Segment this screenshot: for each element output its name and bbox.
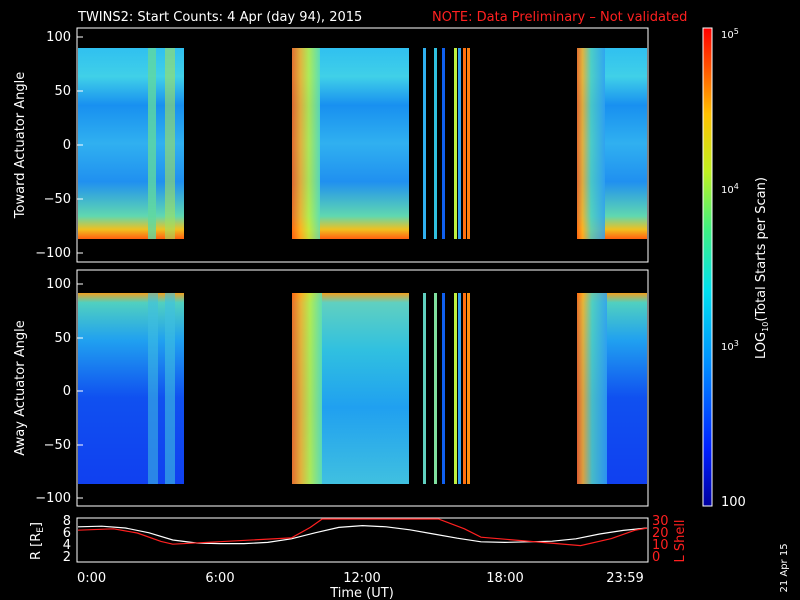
x-axis-label: Time (UT) bbox=[329, 586, 394, 600]
heatmap-band bbox=[292, 293, 322, 484]
bright-line bbox=[434, 293, 437, 484]
panel-toward-yticks: 100 50 0 −50 −100 bbox=[35, 30, 83, 261]
bright-line bbox=[423, 48, 426, 239]
heatmap-band bbox=[148, 48, 156, 239]
panel-toward: 100 50 0 −50 −100 Toward Actuator Angle bbox=[13, 27, 649, 263]
orbit-lines bbox=[77, 518, 648, 547]
panel-toward-data bbox=[78, 48, 647, 239]
heatmap-band bbox=[577, 48, 605, 239]
ytick-label: 0 bbox=[63, 384, 71, 399]
ytick-label: −50 bbox=[44, 438, 71, 453]
ylabel-lshell: L Shell bbox=[673, 519, 688, 562]
bright-line bbox=[442, 48, 445, 239]
bright-line bbox=[454, 48, 457, 239]
heatmap-band bbox=[292, 48, 320, 239]
orbit-yticks-left: 8 6 4 2 bbox=[63, 514, 71, 565]
xtick-label: 12:00 bbox=[343, 571, 380, 586]
xtick-label: 18:00 bbox=[486, 571, 523, 586]
ytick-right: 20 bbox=[652, 526, 669, 541]
bright-line bbox=[442, 293, 445, 484]
ytick-label: −50 bbox=[44, 192, 71, 207]
ylabel-away: Away Actuator Angle bbox=[13, 320, 28, 455]
heatmap-band bbox=[577, 293, 607, 484]
ytick-label: 50 bbox=[54, 84, 71, 99]
date-stamp: 21 Apr 15 bbox=[779, 543, 790, 592]
panel-orbit: 8 6 4 2 30 20 10 0 R [RE] L Shell bbox=[29, 514, 688, 565]
ylabel-r: R [RE] bbox=[29, 522, 46, 560]
ytick-left: 4 bbox=[63, 538, 71, 553]
ytick-label: 100 bbox=[46, 277, 71, 292]
orbit-yticks-right: 30 20 10 0 bbox=[652, 514, 669, 565]
panel-away-data bbox=[78, 293, 647, 484]
ytick-left: 8 bbox=[63, 514, 71, 529]
colorbar-tick: 104 bbox=[721, 182, 739, 196]
bright-line bbox=[463, 48, 466, 239]
ytick-left: 2 bbox=[63, 550, 71, 565]
bright-line bbox=[434, 48, 437, 239]
preliminary-note: NOTE: Data Preliminary – Not validated bbox=[432, 10, 687, 25]
colorbar: 105 104 103 100 LOG10(Total Starts per S… bbox=[702, 27, 770, 510]
bright-line bbox=[467, 48, 470, 239]
ytick-right: 0 bbox=[652, 550, 660, 565]
bright-line bbox=[463, 293, 466, 484]
panel-away-yticks: 100 50 0 −50 −100 bbox=[35, 277, 83, 506]
xtick-label: 6:00 bbox=[205, 571, 234, 586]
ytick-label: −100 bbox=[35, 246, 71, 261]
colorbar-label: LOG10(Total Starts per Scan) bbox=[754, 177, 770, 359]
panel-away-lines bbox=[423, 293, 470, 484]
ylabel-toward: Toward Actuator Angle bbox=[13, 72, 28, 219]
ytick-label: 100 bbox=[46, 30, 71, 45]
panel-away: 100 50 0 −50 −100 Away Actuator Angle bbox=[13, 269, 649, 507]
colorbar-tick: 105 bbox=[721, 27, 739, 41]
heatmap-band bbox=[148, 293, 158, 484]
bright-line bbox=[458, 293, 461, 484]
bright-line bbox=[423, 293, 426, 484]
x-axis: 0:00 6:00 12:00 18:00 23:59 Time (UT) bbox=[77, 571, 644, 600]
orbit-series-line bbox=[77, 524, 648, 545]
heatmap-band bbox=[165, 293, 175, 484]
heatmap-band bbox=[165, 48, 175, 239]
xtick-label: 0:00 bbox=[77, 571, 106, 586]
orbit-series-line bbox=[77, 518, 648, 547]
bright-line bbox=[458, 48, 461, 239]
chart-title: TWINS2: Start Counts: 4 Apr (day 94), 20… bbox=[77, 10, 362, 25]
ytick-label: 50 bbox=[54, 331, 71, 346]
ytick-label: 0 bbox=[63, 138, 71, 153]
ytick-right: 10 bbox=[652, 538, 669, 553]
bright-line bbox=[467, 293, 470, 484]
ytick-label: −100 bbox=[35, 491, 71, 506]
colorbar-tick: 100 bbox=[721, 495, 746, 510]
ytick-right: 30 bbox=[652, 514, 669, 529]
bright-line bbox=[454, 293, 457, 484]
colorbar-tick: 103 bbox=[721, 339, 739, 353]
panel-toward-lines bbox=[423, 48, 470, 239]
xtick-label: 23:59 bbox=[606, 571, 643, 586]
ytick-left: 6 bbox=[63, 526, 71, 541]
